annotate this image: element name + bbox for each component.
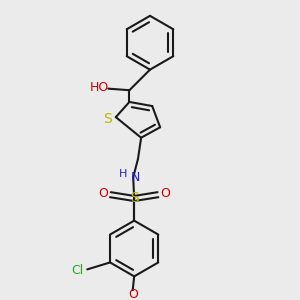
- Text: Cl: Cl: [72, 265, 84, 278]
- Text: HO: HO: [90, 81, 109, 94]
- Text: S: S: [103, 112, 112, 126]
- Text: O: O: [98, 187, 108, 200]
- Text: O: O: [128, 288, 138, 300]
- Text: H: H: [119, 169, 127, 179]
- Text: S: S: [130, 191, 139, 206]
- Text: N: N: [131, 171, 140, 184]
- Text: O: O: [160, 187, 170, 200]
